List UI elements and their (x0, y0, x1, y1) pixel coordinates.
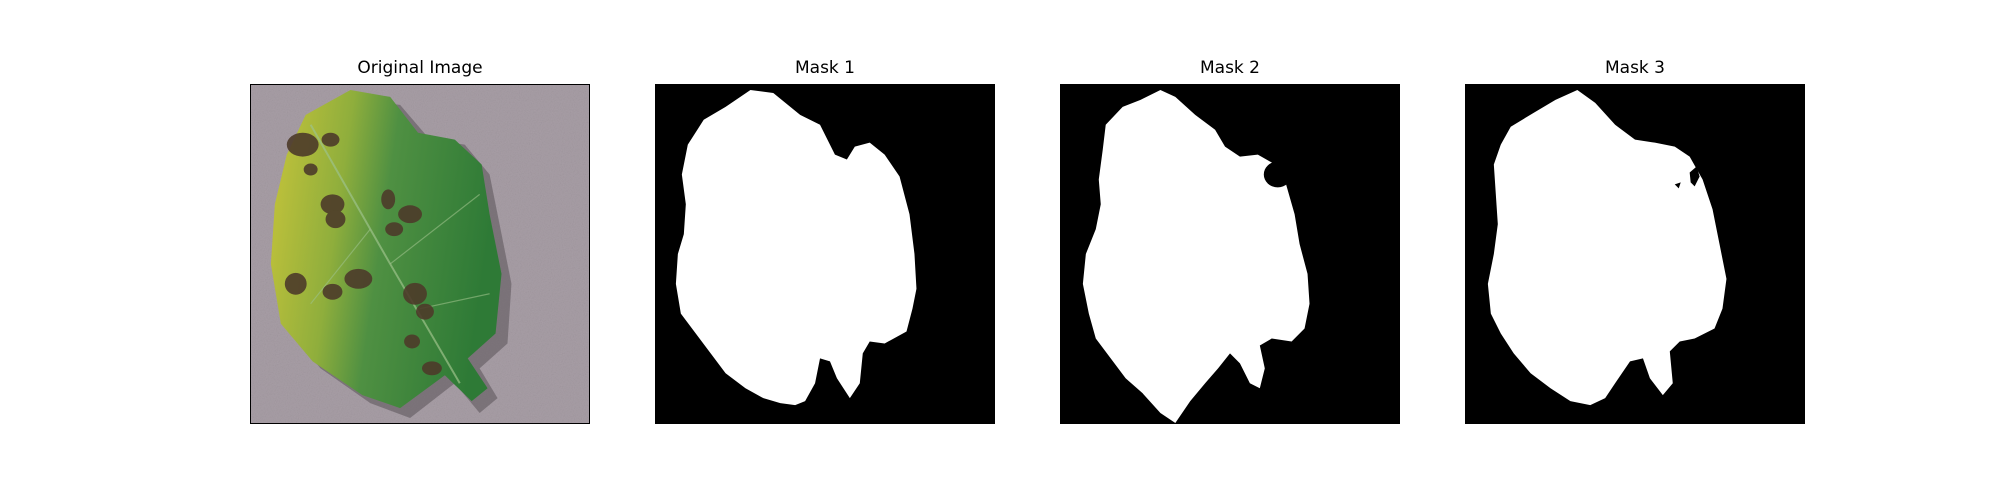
mask-1-frame (655, 84, 995, 424)
mask-3-panel: Mask 3 (1465, 57, 1805, 424)
mask-2-title: Mask 2 (1199, 58, 1260, 78)
mask-2-region (1082, 89, 1310, 423)
lesion-spots (284, 132, 442, 376)
mask-3-hole (1689, 166, 1700, 187)
original-image-title: Original Image (357, 58, 483, 78)
leaf (270, 89, 502, 409)
mask-3-frame (1465, 84, 1805, 424)
mask-3-hole-small (1674, 182, 1681, 189)
mask-3-title: Mask 3 (1604, 58, 1665, 78)
leaf-photo (251, 85, 589, 423)
original-image-panel: Original Image (250, 57, 590, 424)
mask-2-image (1061, 85, 1399, 423)
mask-1-region (675, 89, 917, 406)
original-image-frame (250, 84, 590, 424)
mask-3-image (1466, 85, 1804, 423)
mask-1-title: Mask 1 (794, 58, 855, 78)
mask-1-image (656, 85, 994, 423)
mask-2-panel: Mask 2 (1060, 57, 1400, 424)
mask-3-region (1487, 89, 1727, 406)
mask-1-panel: Mask 1 (655, 57, 995, 424)
mask-2-hole (1263, 161, 1292, 188)
leaf-vein-secondary (310, 193, 490, 310)
mask-2-frame (1060, 84, 1400, 424)
